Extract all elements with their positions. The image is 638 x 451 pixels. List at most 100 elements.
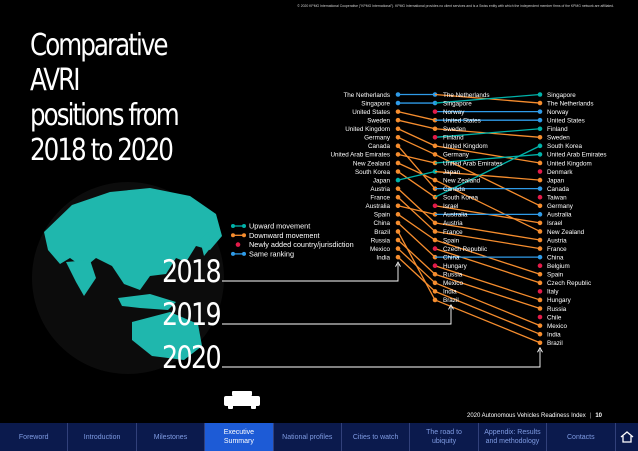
end-dot-norway-2020 <box>537 109 543 114</box>
link-france-2019-2020 <box>434 230 541 250</box>
link-united-kingdom-2018-2019 <box>397 128 436 147</box>
link-germany-2019-2020 <box>434 153 541 207</box>
end-dot-mexico-2020 <box>537 323 543 328</box>
nav-cities-to-watch[interactable]: Cities to watch <box>342 423 411 451</box>
label-2020-singapore: Singapore <box>547 92 576 99</box>
legend-swatch-downward <box>231 233 235 238</box>
link-czech-republic-2019-2020 <box>434 247 541 284</box>
end-dot-singapore-2020 <box>537 92 543 97</box>
label-2018-sweden: Sweden <box>367 117 390 124</box>
link-germany-2018-2019 <box>397 136 436 156</box>
label-2019-austria: Austria <box>443 220 463 227</box>
label-2018-australia: Australia <box>366 203 391 210</box>
end-dot-india-2020 <box>537 331 543 337</box>
start-dot-new-zealand <box>395 160 401 166</box>
label-2020-brazil: Brazil <box>547 340 563 347</box>
globe-landmass-japan <box>200 232 212 256</box>
year-connector-arrow-2018 <box>395 261 401 267</box>
label-2018-japan: Japan <box>373 177 391 184</box>
end-dot-hungary-2020 <box>537 297 543 303</box>
link-russia-2018-2019 <box>397 239 436 275</box>
home-icon <box>620 431 633 443</box>
new-dot-finland-2019 <box>432 135 438 140</box>
label-2018-brazil: Brazil <box>374 229 390 236</box>
end-dot-finland-2020 <box>537 126 543 132</box>
label-2019-israel: Israel <box>443 203 458 210</box>
globe-illustration <box>32 182 224 374</box>
page-number: 10 <box>595 413 602 419</box>
start-dot-south-korea <box>395 169 401 174</box>
globe-landmass-asia <box>44 188 222 290</box>
start-dot-australia <box>395 203 401 209</box>
label-2020-taiwan: Taiwan <box>547 195 567 202</box>
start-dot-china <box>395 220 401 226</box>
title-line: Comparative AVRI <box>30 28 169 98</box>
end-dot-czech-republic-2020 <box>537 280 543 286</box>
nav-national-profiles[interactable]: National profiles <box>274 423 342 451</box>
label-2018-united-arab-emirates: United Arab Emirates <box>331 152 391 159</box>
label-2019-japan: Japan <box>443 169 461 176</box>
nav-contacts[interactable]: Contacts <box>547 423 616 451</box>
label-2020-sweden: Sweden <box>547 135 570 142</box>
link-austria-2018-2019 <box>397 188 436 224</box>
link-australia-2018-2019 <box>397 205 436 215</box>
link-south-korea-2018-2019 <box>397 171 436 198</box>
link-south-korea-2019-2020 <box>434 145 541 198</box>
start-dot-united-kingdom <box>395 126 401 132</box>
label-2020-germany: Germany <box>547 203 574 210</box>
new-dot-israel-2019 <box>432 203 438 209</box>
link-france-2018-2019 <box>397 196 436 232</box>
globe-landmass-indonesia <box>118 294 176 310</box>
link-austria-2019-2020 <box>434 222 541 241</box>
nav-road-to-ubiquity[interactable]: The road to ubiquity <box>410 423 479 451</box>
label-2018-mexico: Mexico <box>370 246 390 253</box>
label-2020-austria: Austria <box>547 237 567 244</box>
label-2019-india: India <box>443 289 457 296</box>
year-connector-2019 <box>222 306 452 325</box>
label-2020-the-netherlands: The Netherlands <box>547 100 594 107</box>
label-2019-mexico: Mexico <box>443 280 463 287</box>
label-2020-united-kingdom: United Kingdom <box>547 160 592 167</box>
label-2019-sweden: Sweden <box>443 126 466 133</box>
label-2020-norway: Norway <box>547 109 569 116</box>
nav-executive-summary[interactable]: Executive Summary <box>205 423 274 451</box>
nav-foreword[interactable]: Foreword <box>0 423 69 451</box>
link-united-arab-emirates-2019-2020 <box>434 153 541 164</box>
legend-label-upward: Upward movement <box>249 222 310 231</box>
label-2018-the-netherlands: The Netherlands <box>343 92 390 99</box>
start-dot-france <box>395 194 401 200</box>
link-sweden-2018-2019 <box>397 119 436 130</box>
link-spain-2018-2019 <box>397 213 436 241</box>
ranking-links <box>395 92 543 346</box>
link-india-2018-2019 <box>397 256 436 292</box>
label-2018-spain: Spain <box>374 212 391 219</box>
legend-swatch-same <box>231 251 235 256</box>
nav-introduction[interactable]: Introduction <box>68 423 137 451</box>
label-2019-spain: Spain <box>443 237 460 244</box>
label-2020-italy: Italy <box>547 289 559 296</box>
globe-landmass-india <box>66 260 96 296</box>
start-dot-russia <box>395 237 401 243</box>
year-labels: 2018 2019 2020 <box>162 254 543 376</box>
label-2018-austria: Austria <box>370 186 390 193</box>
label-2018-canada: Canada <box>368 143 391 150</box>
start-dot-united-states <box>395 109 401 114</box>
end-dot-spain-2020 <box>537 271 543 277</box>
legend-swatch-end-downward <box>242 233 246 238</box>
label-2019-united-states: United States <box>443 117 481 124</box>
label-2018-new-zealand: New Zealand <box>353 160 391 167</box>
nav-appendix[interactable]: Appendix: Results and methodology <box>479 423 548 451</box>
label-2020-united-arab-emirates: United Arab Emirates <box>547 152 607 159</box>
label-2019-the-netherlands: The Netherlands <box>443 92 490 99</box>
nav-milestones[interactable]: Milestones <box>137 423 206 451</box>
home-button[interactable] <box>616 423 638 451</box>
label-2019-france: France <box>443 229 463 236</box>
label-2019-czech-republic: Czech Republic <box>443 246 487 253</box>
new-dot-czech-republic-2019 <box>432 246 438 251</box>
label-2019-united-kingdom: United Kingdom <box>443 143 488 150</box>
start-dot-japan <box>395 177 401 183</box>
end-dot-sweden-2020 <box>537 135 543 140</box>
new-dot-italy-2020 <box>537 289 543 294</box>
new-dot-belgium-2020 <box>537 263 543 269</box>
label-2019-germany: Germany <box>443 152 470 159</box>
